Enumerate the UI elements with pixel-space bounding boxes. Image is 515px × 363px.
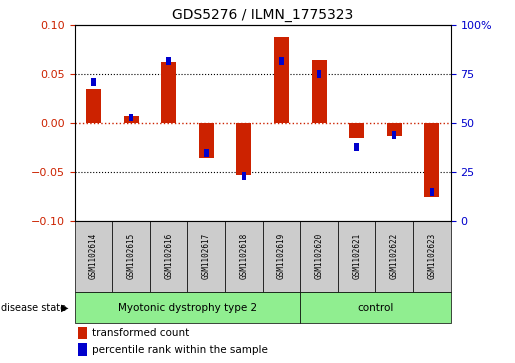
- Bar: [413, 221, 451, 292]
- Bar: [317, 70, 321, 78]
- Bar: [430, 188, 434, 196]
- Text: GSM1102614: GSM1102614: [89, 232, 98, 278]
- Bar: [312, 60, 327, 123]
- Bar: [225, 221, 263, 292]
- Bar: [274, 37, 289, 123]
- Bar: [78, 343, 87, 356]
- Bar: [354, 143, 359, 151]
- Text: GSM1102615: GSM1102615: [127, 232, 135, 278]
- Text: percentile rank within the sample: percentile rank within the sample: [92, 344, 267, 355]
- Text: GSM1102622: GSM1102622: [390, 232, 399, 278]
- Bar: [129, 114, 133, 122]
- Bar: [236, 123, 251, 175]
- Text: control: control: [357, 303, 393, 313]
- Bar: [91, 78, 96, 86]
- Title: GDS5276 / ILMN_1775323: GDS5276 / ILMN_1775323: [172, 8, 353, 22]
- Bar: [150, 221, 187, 292]
- Bar: [349, 123, 364, 138]
- Bar: [242, 172, 246, 180]
- Bar: [338, 221, 375, 292]
- Bar: [279, 57, 284, 65]
- Bar: [424, 123, 439, 197]
- Text: GSM1102616: GSM1102616: [164, 232, 173, 278]
- Text: GSM1102620: GSM1102620: [315, 232, 323, 278]
- Bar: [375, 221, 413, 292]
- Bar: [75, 292, 300, 323]
- Bar: [392, 131, 397, 139]
- Bar: [75, 221, 112, 292]
- Text: transformed count: transformed count: [92, 328, 189, 338]
- Bar: [187, 221, 225, 292]
- Text: GSM1102623: GSM1102623: [427, 232, 436, 278]
- Bar: [300, 292, 451, 323]
- Bar: [161, 62, 176, 123]
- Bar: [166, 57, 171, 65]
- Bar: [204, 149, 209, 157]
- Text: GSM1102621: GSM1102621: [352, 232, 361, 278]
- Bar: [112, 221, 150, 292]
- Bar: [300, 221, 338, 292]
- Bar: [124, 115, 139, 123]
- Bar: [78, 327, 87, 339]
- Bar: [387, 123, 402, 136]
- Bar: [263, 221, 300, 292]
- Text: GSM1102617: GSM1102617: [202, 232, 211, 278]
- Bar: [199, 123, 214, 158]
- Text: GSM1102618: GSM1102618: [239, 232, 248, 278]
- Bar: [86, 89, 101, 123]
- Text: Myotonic dystrophy type 2: Myotonic dystrophy type 2: [118, 303, 257, 313]
- Text: GSM1102619: GSM1102619: [277, 232, 286, 278]
- Text: disease state: disease state: [1, 303, 66, 313]
- Text: ▶: ▶: [61, 303, 68, 313]
